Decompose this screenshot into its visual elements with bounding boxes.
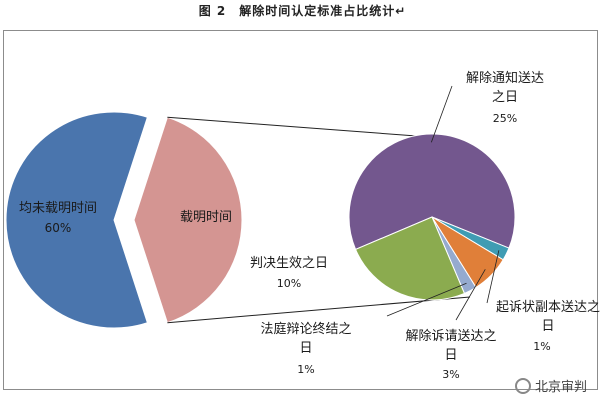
label-breakdown-0-line0: 解除通知送达 bbox=[466, 70, 544, 86]
label-breakdown-1-line1: 日 bbox=[541, 319, 554, 334]
percent-unmarked-time: 60% bbox=[45, 221, 72, 235]
label-breakdown-4-line0: 判决生效之日 bbox=[250, 256, 328, 271]
connector-top bbox=[167, 116, 431, 138]
figure-caption: 图 2 解除时间认定标准占比统计↵ bbox=[198, 4, 407, 18]
label-breakdown-0-line1: 之日 bbox=[492, 90, 518, 105]
label-breakdown-2-line0: 解除诉请送达之 bbox=[405, 329, 496, 344]
leader-1 bbox=[486, 250, 500, 304]
connector-bottom bbox=[167, 296, 471, 324]
label-breakdown-3-line1: 日 bbox=[299, 341, 312, 356]
chart-frame bbox=[3, 30, 598, 390]
slice-4 bbox=[354, 216, 466, 301]
percent-breakdown-2: 3% bbox=[442, 368, 459, 381]
leader-0 bbox=[430, 85, 453, 143]
percent-breakdown-0: 25% bbox=[493, 112, 517, 125]
wechat-icon bbox=[514, 377, 531, 394]
percent-breakdown-1: 1% bbox=[533, 340, 550, 353]
percent-breakdown-4: 10% bbox=[277, 277, 301, 290]
label-breakdown-3-line0: 法庭辩论终结之 bbox=[260, 321, 351, 337]
percent-breakdown-3: 1% bbox=[297, 363, 314, 376]
label-breakdown-2-line1: 日 bbox=[444, 348, 457, 363]
watermark-text: 北京审判 bbox=[534, 380, 587, 395]
leader-3 bbox=[386, 282, 467, 317]
slice-marked-time bbox=[133, 116, 243, 324]
label-marked-time: 载明时间 bbox=[180, 210, 232, 225]
slice-0 bbox=[348, 133, 516, 251]
label-breakdown-1-line0: 起诉状副本送达之 bbox=[496, 300, 600, 315]
slice-unmarked-time bbox=[5, 111, 149, 329]
label-unmarked-time: 均未载明时间 bbox=[19, 201, 97, 216]
leader-2 bbox=[455, 269, 486, 321]
watermark: 北京审判 bbox=[514, 376, 587, 395]
